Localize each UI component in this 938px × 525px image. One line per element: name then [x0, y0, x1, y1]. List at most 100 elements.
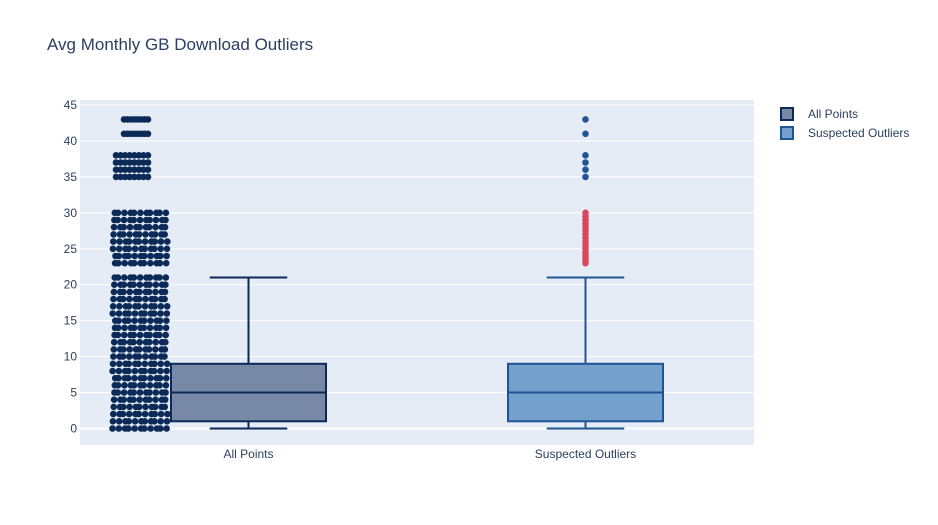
chart-title: Avg Monthly GB Download Outliers: [47, 35, 313, 54]
data-points: [109, 116, 589, 432]
point-0: [110, 231, 117, 238]
point-0: [163, 310, 171, 317]
point-0: [121, 159, 129, 166]
point-0: [116, 360, 123, 368]
point-0: [163, 252, 170, 260]
point-0: [164, 238, 171, 245]
point-0: [150, 310, 158, 317]
point-0: [119, 410, 127, 418]
point-0: [131, 317, 138, 325]
point-0: [109, 303, 117, 310]
outlier-point: [582, 159, 589, 166]
point-0: [131, 425, 138, 432]
point-0: [114, 382, 122, 389]
point-0: [152, 389, 160, 396]
point-0: [130, 281, 137, 289]
legend[interactable]: All Points Suspected Outliers: [780, 107, 909, 140]
point-0: [151, 231, 159, 238]
point-0: [147, 374, 154, 382]
y-tick-label-15: 15: [64, 314, 78, 328]
point-0: [157, 303, 165, 310]
point-0: [131, 418, 139, 425]
point-0: [163, 360, 171, 368]
point-0: [125, 425, 132, 432]
point-0: [161, 403, 169, 411]
point-0: [146, 324, 154, 332]
point-0: [124, 374, 132, 382]
point-0: [146, 331, 153, 339]
point-0: [146, 382, 154, 389]
point-0: [156, 317, 164, 325]
point-0: [120, 223, 127, 231]
point-0: [150, 367, 158, 375]
point-0: [162, 324, 170, 332]
point-0: [136, 346, 143, 353]
point-0: [163, 425, 170, 432]
point-0: [110, 288, 118, 296]
point-0: [140, 317, 148, 325]
point-0: [145, 223, 153, 231]
point-0: [120, 396, 127, 404]
legend-swatch-1: [780, 126, 794, 140]
point-0: [152, 338, 159, 346]
point-0: [145, 346, 153, 353]
point-0: [120, 338, 128, 346]
outlier-point: [582, 173, 589, 181]
legend-item-0[interactable]: All Points: [780, 107, 858, 121]
point-0: [109, 425, 116, 432]
point-0: [109, 418, 117, 425]
point-0: [146, 216, 153, 224]
point-0: [130, 216, 137, 224]
point-0: [126, 346, 133, 353]
point-0: [151, 303, 158, 310]
point-0: [157, 245, 164, 253]
point-0: [114, 216, 121, 224]
point-0: [161, 295, 168, 303]
point-0: [152, 216, 160, 224]
point-0: [109, 367, 116, 375]
point-0: [162, 274, 170, 281]
point-0: [144, 166, 152, 173]
point-0: [151, 418, 158, 425]
point-0: [125, 317, 132, 325]
point-0: [141, 252, 148, 260]
point-0: [142, 231, 149, 238]
point-0: [141, 360, 149, 368]
outlier-point: [582, 152, 589, 159]
point-0: [119, 295, 127, 303]
point-0: [114, 274, 122, 281]
point-0: [152, 396, 159, 404]
point-0: [163, 317, 170, 325]
point-0: [114, 389, 122, 396]
point-0: [161, 353, 168, 360]
point-0: [152, 223, 159, 231]
legend-item-1[interactable]: Suspected Outliers: [780, 126, 909, 140]
point-0: [147, 252, 154, 260]
point-0: [126, 173, 133, 181]
point-0: [156, 331, 163, 339]
point-0: [157, 252, 164, 260]
point-0: [126, 403, 133, 411]
point-0: [125, 360, 133, 368]
point-0: [162, 216, 169, 224]
point-0: [162, 331, 169, 339]
point-0: [135, 295, 143, 303]
point-0: [121, 152, 129, 159]
point-0: [136, 216, 144, 224]
point-0: [140, 382, 147, 389]
point-0: [163, 418, 171, 425]
point-0: [110, 238, 117, 245]
point-0: [135, 238, 143, 245]
point-0: [131, 166, 138, 173]
point-0: [109, 310, 116, 317]
point-0: [140, 152, 147, 159]
point-0: [161, 231, 168, 238]
point-0: [144, 159, 152, 166]
point-0: [130, 389, 137, 396]
point-0: [156, 209, 163, 217]
point-0: [135, 303, 142, 310]
point-0: [114, 331, 122, 339]
point-0: [162, 382, 170, 389]
point-0: [151, 238, 158, 245]
